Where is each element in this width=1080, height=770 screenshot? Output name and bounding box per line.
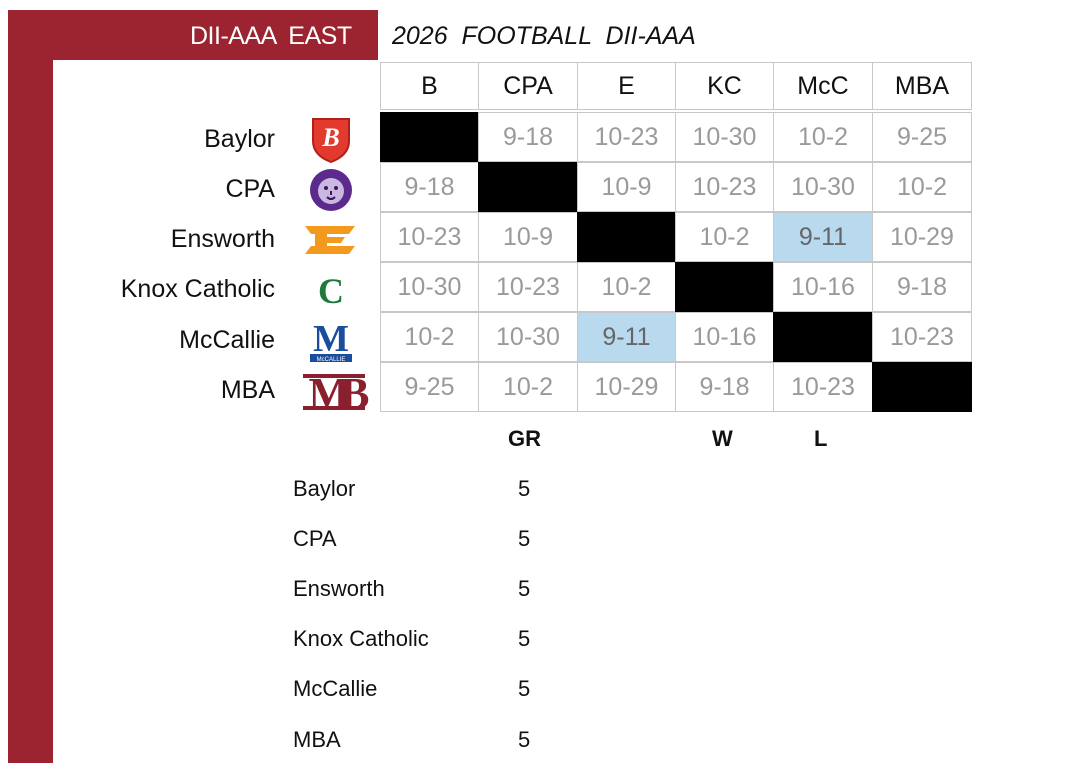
game-date-cell: 10-2 [773,112,873,162]
l-header: L [814,426,828,451]
game-date-cell: 9-11 [577,312,676,362]
ensworth-e-icon [303,217,359,263]
game-date-cell: 10-16 [773,262,873,312]
game-date-cell: 10-29 [577,362,676,412]
game-date-cell: 10-23 [675,162,774,212]
games-remaining-value: 5 [518,576,531,601]
blocked-cell [380,112,479,162]
column-header: B [380,62,479,110]
schedule-grid: B CPA E KC McC MBA 9-18 10-23 10-30 10-2 9-25 9-18 1… [380,62,972,412]
column-header: KC [675,62,774,110]
game-date-cell: 9-18 [872,262,972,312]
game-date-cell: 10-23 [577,112,676,162]
team-name: MBA [220,376,275,404]
baylor-shield-icon: B [303,117,359,163]
game-date-cell: 10-16 [675,312,774,362]
game-date-cell: 9-18 [380,162,479,212]
game-date-cell: 9-11 [773,212,873,262]
game-date-cell: 10-30 [773,162,873,212]
game-date-cell: 9-25 [872,112,972,162]
season-title: 2026 FOOTBALL DII-AAA [392,22,696,50]
games-remaining-value: 5 [518,526,531,551]
standings-team-name: McCallie [293,676,378,701]
team-name: McCallie [179,326,275,354]
game-date-cell: 10-30 [478,312,578,362]
cpa-lion-icon [303,167,359,213]
knox-catholic-c-icon: C [303,267,359,313]
game-date-cell: 10-9 [577,162,676,212]
team-name: Knox Catholic [120,275,275,303]
game-date-cell: 10-9 [478,212,578,262]
column-header: CPA [478,62,578,110]
game-date-cell: 9-25 [380,362,479,412]
game-date-cell: 10-2 [478,362,578,412]
game-date-cell: 10-23 [478,262,578,312]
w-header: W [712,426,733,451]
conference-title: DII-AAA EAST [190,22,352,50]
svg-text:C: C [318,271,344,310]
svg-text:M: M [313,318,349,360]
standings-team-name: Ensworth [293,576,385,601]
standings-team-name: MBA [293,727,341,752]
brand-sidebar [8,10,53,763]
game-date-cell: 10-29 [872,212,972,262]
game-date-cell: 9-18 [478,112,578,162]
blocked-cell [773,312,873,362]
svg-text:McCALLIE: McCALLIE [317,357,346,363]
game-date-cell: 10-2 [380,312,479,362]
svg-text:B: B [321,123,339,152]
standings-team-name: Baylor [293,476,356,501]
blocked-cell [478,162,578,212]
blocked-cell [675,262,774,312]
gr-header: GR [508,426,541,451]
team-name: Ensworth [170,225,275,253]
column-header: MBA [872,62,972,110]
game-date-cell: 10-30 [675,112,774,162]
games-remaining-value: 5 [518,727,531,752]
game-date-cell: 10-2 [577,262,676,312]
game-date-cell: 10-23 [380,212,479,262]
mccallie-m-icon: M McCALLIE [303,318,359,364]
game-date-cell: 10-2 [872,162,972,212]
column-header: McC [773,62,873,110]
blocked-cell [577,212,676,262]
standings-team-name: Knox Catholic [293,626,429,651]
games-remaining-value: 5 [518,476,531,501]
team-name: CPA [225,175,275,203]
column-header: E [577,62,676,110]
header-band [8,10,378,60]
game-date-cell: 10-23 [872,312,972,362]
blocked-cell [872,362,972,412]
game-date-cell: 10-23 [773,362,873,412]
game-date-cell: 10-2 [675,212,774,262]
game-date-cell: 9-18 [675,362,774,412]
mba-monogram-icon: MB [298,368,370,416]
team-name: Baylor [204,125,275,153]
game-date-cell: 10-30 [380,262,479,312]
standings-team-name: CPA [293,526,337,551]
games-remaining-value: 5 [518,676,531,701]
games-remaining-value: 5 [518,626,531,651]
